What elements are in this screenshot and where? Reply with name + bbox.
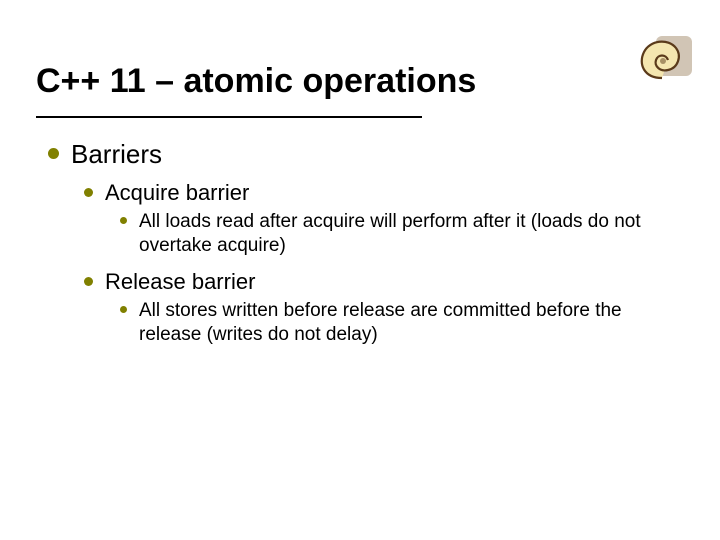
shell-icon — [632, 30, 692, 90]
slide: C++ 11 – atomic operations Barriers Acqu… — [0, 0, 720, 540]
bullet-lvl2: Acquire barrier — [84, 179, 660, 207]
bullet-lvl3: All loads read after acquire will perfor… — [120, 210, 660, 258]
bullet-icon — [120, 306, 127, 313]
lvl1-text: Barriers — [71, 138, 162, 171]
slide-body: Barriers Acquire barrier All loads read … — [48, 138, 660, 357]
title-underline — [36, 116, 422, 118]
lvl2-text: Acquire barrier — [105, 179, 249, 207]
bullet-lvl3: All stores written before release are co… — [120, 299, 660, 347]
title-block: C++ 11 – atomic operations — [36, 62, 630, 111]
bullet-lvl2: Release barrier — [84, 268, 660, 296]
lvl3-text: All loads read after acquire will perfor… — [139, 210, 660, 258]
lvl3-text: All stores written before release are co… — [139, 299, 660, 347]
bullet-icon — [120, 217, 127, 224]
bullet-icon — [84, 277, 93, 286]
lvl2-text: Release barrier — [105, 268, 255, 296]
bullet-icon — [84, 188, 93, 197]
bullet-icon — [48, 148, 59, 159]
bullet-lvl1: Barriers — [48, 138, 660, 171]
slide-title: C++ 11 – atomic operations — [36, 62, 630, 111]
